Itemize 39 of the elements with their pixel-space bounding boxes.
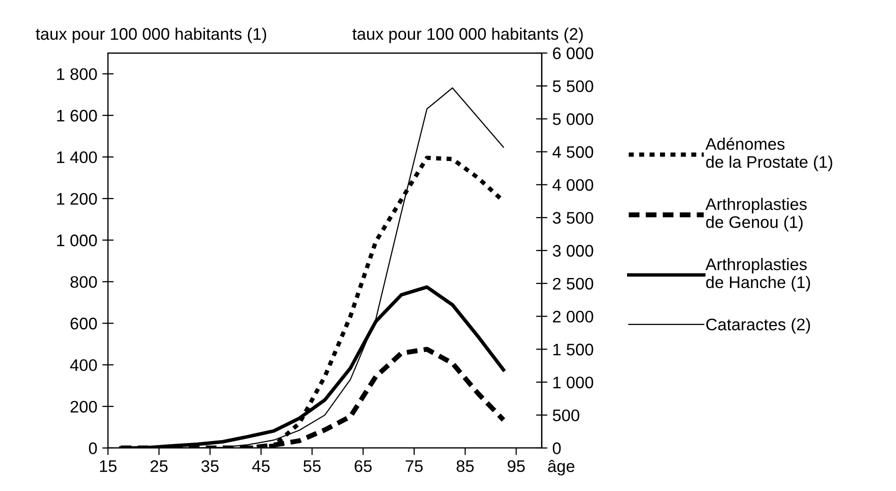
y2-axis-title: taux pour 100 000 habitants (2) (352, 28, 583, 44)
x-tick-label: 45 (252, 460, 270, 472)
y2-tick-label: 4 500 (552, 146, 594, 158)
y-tick-label: 0 (88, 442, 97, 454)
y2-tick-label: 2 500 (552, 278, 594, 290)
x-tick-label: 95 (508, 460, 525, 472)
x-tick-label: 75 (406, 460, 423, 472)
y2-tick-label: 1 000 (553, 376, 594, 388)
y2-tick-label: 3 000 (552, 244, 594, 257)
x-tick-label: 85 (456, 460, 474, 472)
y2-tick-label: 0 (552, 442, 561, 454)
y-axis-title: taux pour 100 000 habitants (1) (36, 28, 266, 44)
y-tick-label: 200 (70, 400, 97, 413)
y-tick-label: 1 000 (57, 234, 97, 246)
y2-tick-label: 3 500 (552, 212, 594, 224)
y2-tick-label: 2 000 (552, 310, 594, 323)
legend-label: Cataractes (2) (706, 318, 810, 334)
y-tick-label: 1 800 (57, 68, 97, 80)
y2-tick-label: 5 500 (552, 80, 594, 92)
x-tick-label: 35 (201, 460, 219, 472)
legend-label: Adénomes de la Prostate (1) (705, 137, 832, 172)
y-tick-label: 600 (70, 318, 97, 330)
x-axis-title: âge (548, 460, 574, 476)
y-tick-label: 1 400 (57, 151, 97, 164)
y-tick-label: 1 200 (57, 192, 97, 205)
legend-label: Arthroplasties de Genou (1) (705, 198, 807, 232)
y2-tick-label: 500 (552, 409, 580, 422)
legend-label: Arthroplasties de Hanche (1) (705, 258, 810, 292)
x-tick-label: 15 (100, 460, 117, 472)
y2-tick-label: 1 500 (553, 344, 594, 356)
y2-tick-label: 6 000 (552, 47, 594, 60)
x-tick-label: 55 (303, 460, 321, 472)
x-tick-label: 25 (150, 460, 168, 472)
y2-tick-label: 4 000 (552, 179, 594, 191)
y-tick-label: 400 (70, 359, 97, 372)
y-tick-label: 1 600 (57, 110, 97, 122)
y-tick-label: 800 (70, 276, 97, 288)
x-tick-label: 65 (354, 460, 372, 472)
y2-tick-label: 5 000 (552, 113, 594, 126)
